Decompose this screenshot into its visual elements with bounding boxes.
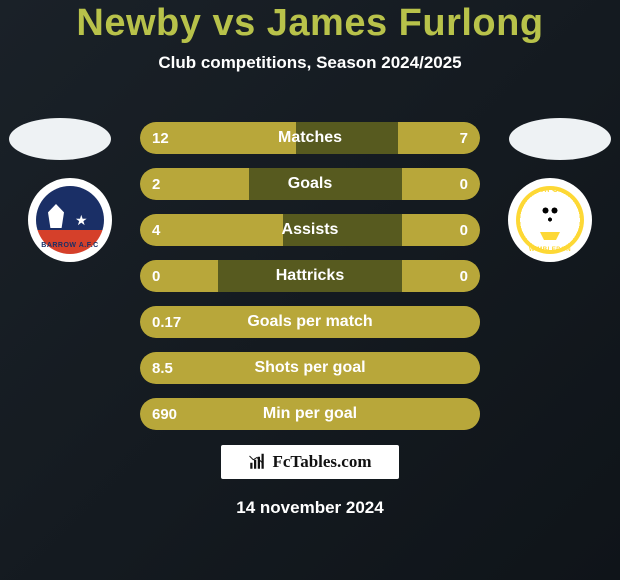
badge-left-text: BARROW A.F.C bbox=[36, 242, 104, 249]
stat-row: Matches12 7 bbox=[140, 122, 480, 154]
stat-row: Goals per match0.17 bbox=[140, 306, 480, 338]
stats-chart: Matches127Goals20Assists40Hattricks00Goa… bbox=[140, 122, 480, 430]
stat-label: Hattricks bbox=[140, 267, 480, 285]
barrow-crest-icon: BARROW A.F.C bbox=[36, 186, 104, 254]
stat-label: Assists bbox=[140, 221, 480, 239]
stat-row: Goals2 0 bbox=[140, 168, 480, 200]
stat-value-left: 4 bbox=[152, 222, 160, 239]
branding-label: FcTables.com bbox=[272, 452, 371, 472]
stat-label: Min per goal bbox=[140, 405, 480, 423]
stat-value-left: 8.5 bbox=[152, 360, 173, 377]
stat-row: Min per goal690 bbox=[140, 398, 480, 430]
stat-value-left: 0.17 bbox=[152, 314, 181, 331]
stat-value-right: 0 bbox=[460, 222, 468, 239]
badge-right-text-bottom: WIMBLEDON bbox=[516, 247, 584, 253]
badge-right-text-top: AFC bbox=[516, 187, 584, 194]
branding-chip: FcTables.com bbox=[221, 445, 399, 479]
stat-value-left: 0 bbox=[152, 268, 160, 285]
club-badge-left: BARROW A.F.C bbox=[28, 178, 112, 262]
stat-row: Assists4 0 bbox=[140, 214, 480, 246]
stat-value-left: 2 bbox=[152, 176, 160, 193]
stat-value-right: 7 bbox=[460, 130, 468, 147]
stat-label: Goals per match bbox=[140, 313, 480, 331]
page-title: Newby vs James Furlong bbox=[76, 2, 543, 45]
date-label: 14 november 2024 bbox=[0, 498, 620, 518]
silhouette-head-icon bbox=[9, 118, 111, 160]
stat-row: Shots per goal8.5 bbox=[140, 352, 480, 384]
silhouette-head-icon bbox=[509, 118, 611, 160]
wimbledon-crest-icon: AFC WIMBLEDON bbox=[516, 186, 584, 254]
comparison-card: Newby vs James Furlong Club competitions… bbox=[0, 0, 620, 580]
bar-chart-icon bbox=[248, 453, 266, 471]
stat-value-right: 0 bbox=[460, 268, 468, 285]
page-subtitle: Club competitions, Season 2024/2025 bbox=[158, 53, 461, 73]
stat-label: Matches bbox=[140, 129, 480, 147]
stat-value-left: 12 bbox=[152, 130, 169, 147]
stat-value-right: 0 bbox=[460, 176, 468, 193]
club-badge-right: AFC WIMBLEDON bbox=[508, 178, 592, 262]
stat-row: Hattricks0 0 bbox=[140, 260, 480, 292]
stat-label: Shots per goal bbox=[140, 359, 480, 377]
stat-label: Goals bbox=[140, 175, 480, 193]
stat-value-left: 690 bbox=[152, 406, 177, 423]
